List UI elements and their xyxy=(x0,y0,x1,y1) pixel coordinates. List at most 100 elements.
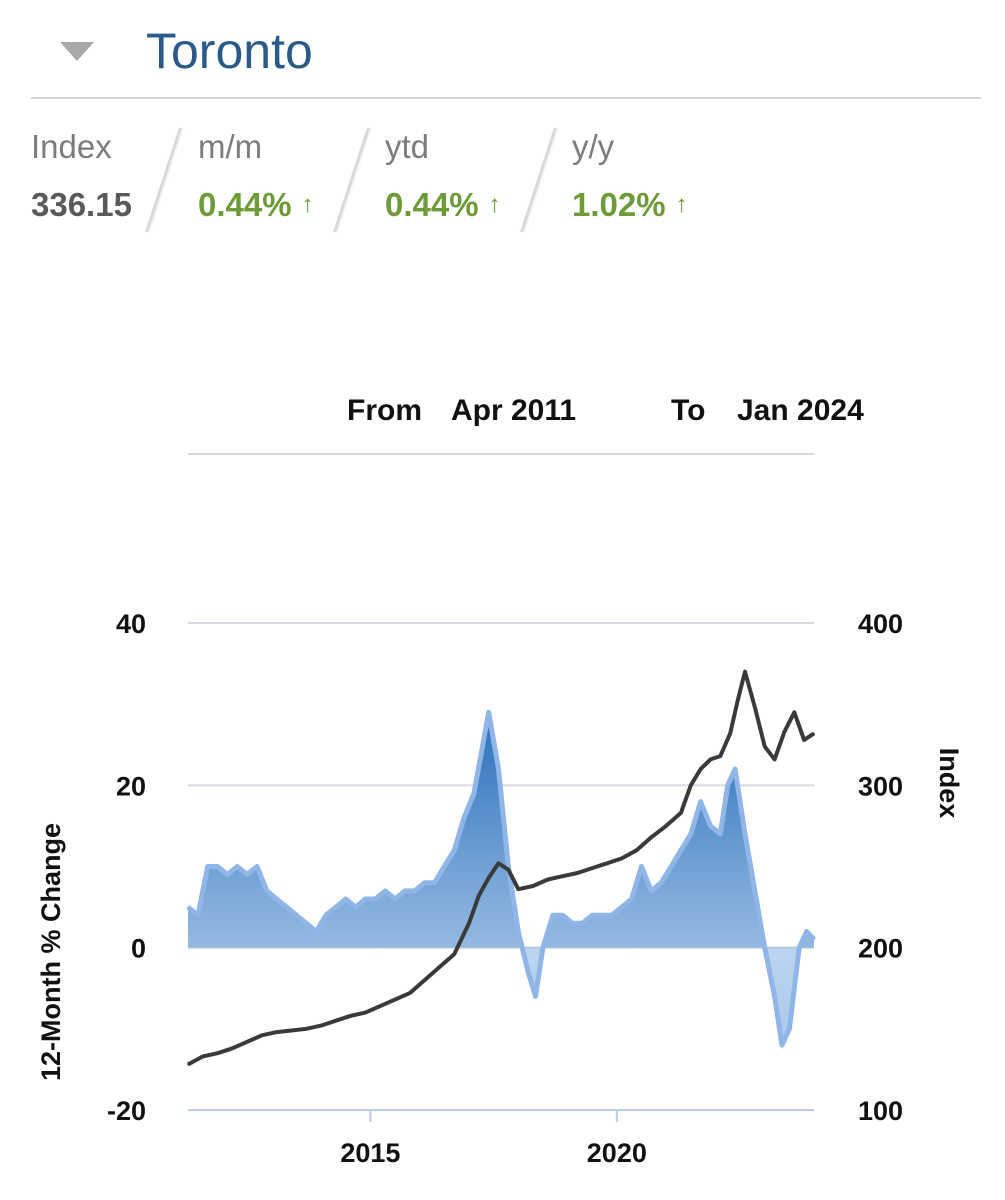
data-point-index xyxy=(635,849,638,852)
area-positive xyxy=(188,712,814,948)
stat-mm: m/m 0.44% ↑ xyxy=(198,128,314,224)
data-point-index xyxy=(453,953,456,955)
data-point-index xyxy=(423,979,426,981)
y-right-tick-label: 300 xyxy=(858,771,903,801)
series-line-index xyxy=(187,669,816,1067)
data-point-pct-change xyxy=(507,865,510,868)
data-point-index xyxy=(364,1011,367,1014)
data-point-index xyxy=(665,825,667,827)
data-point-pct-change xyxy=(487,711,490,714)
collapse-triangle-icon[interactable] xyxy=(60,42,94,61)
data-point-pct-change xyxy=(295,914,298,916)
stat-separator xyxy=(145,128,182,232)
stat-label: y/y xyxy=(572,128,615,165)
data-point-index xyxy=(290,1029,293,1032)
data-point-pct-change xyxy=(473,792,475,795)
data-point-pct-change xyxy=(517,930,520,933)
data-point-pct-change xyxy=(335,906,337,908)
stat-index: Index 336.15 xyxy=(31,128,132,224)
data-point-pct-change xyxy=(611,914,613,916)
data-point-pct-change xyxy=(443,865,446,868)
y-axis-right-label: Index xyxy=(934,748,964,819)
y-axis-left-label: 12-Month % Change xyxy=(36,823,66,1081)
data-point-pct-change xyxy=(798,946,800,949)
data-point-index xyxy=(719,755,722,757)
data-point-index xyxy=(576,872,579,874)
up-arrow-icon: ↑ xyxy=(301,191,314,218)
data-point-index xyxy=(468,922,470,925)
data-point-pct-change xyxy=(394,898,396,900)
data-point-pct-change xyxy=(680,849,682,852)
data-point-pct-change xyxy=(305,922,308,925)
data-point-index xyxy=(591,867,593,869)
data-point-index xyxy=(349,1015,352,1017)
data-point-pct-change xyxy=(561,914,564,916)
stat-separator xyxy=(333,128,370,232)
data-point-index xyxy=(379,1005,382,1007)
stat-value: 1.02% ↑ xyxy=(572,186,688,223)
data-point-pct-change xyxy=(781,1044,783,1046)
data-point-pct-change xyxy=(197,914,199,916)
chart-lines xyxy=(186,669,816,1067)
data-point-pct-change xyxy=(384,890,387,892)
data-point-index xyxy=(438,966,441,968)
data-point-pct-change xyxy=(236,865,239,868)
y-right-tick-label: 100 xyxy=(858,1096,903,1126)
data-point-pct-change xyxy=(788,1028,791,1030)
data-point-index xyxy=(394,998,396,1001)
data-point-index xyxy=(690,784,692,787)
data-point-pct-change xyxy=(325,914,327,916)
data-point-pct-change xyxy=(773,995,776,998)
data-point-index xyxy=(621,857,623,860)
x-tick-label: 2015 xyxy=(340,1138,400,1168)
data-point-pct-change xyxy=(670,865,672,868)
data-point-pct-change xyxy=(275,898,278,900)
data-point-pct-change xyxy=(187,906,189,908)
data-point-pct-change xyxy=(640,865,643,868)
stat-value: 0.44% ↑ xyxy=(385,186,501,223)
stat-ytd: ytd 0.44% ↑ xyxy=(385,128,501,224)
data-point-pct-change xyxy=(463,817,465,819)
data-point-pct-change xyxy=(699,800,702,803)
data-point-index xyxy=(231,1047,234,1050)
stat-label: m/m xyxy=(198,128,263,165)
y-left-tick-label: 20 xyxy=(116,771,146,801)
data-point-pct-change xyxy=(534,995,537,998)
data-point-pct-change xyxy=(374,898,377,900)
data-point-index xyxy=(650,836,653,839)
data-point-index xyxy=(773,758,776,761)
range-from-label: From xyxy=(347,394,422,427)
data-point-pct-change xyxy=(527,971,529,973)
data-point-pct-change xyxy=(344,898,347,900)
data-point-index xyxy=(754,706,756,709)
data-point-pct-change xyxy=(364,898,367,900)
data-point-pct-change xyxy=(413,890,416,892)
y-right-tick-label: 200 xyxy=(858,934,903,964)
data-point-index xyxy=(517,888,520,890)
data-point-pct-change xyxy=(581,922,584,925)
pct-change-area xyxy=(188,712,814,1046)
data-point-index xyxy=(736,700,739,702)
data-point-index xyxy=(216,1052,219,1054)
data-point-index xyxy=(507,868,510,871)
data-point-index xyxy=(497,862,500,865)
data-point-pct-change xyxy=(601,914,603,916)
up-arrow-icon: ↑ xyxy=(675,191,688,218)
data-point-pct-change xyxy=(423,881,426,884)
city-title: Toronto xyxy=(146,23,313,79)
stat-label: Index xyxy=(31,128,112,165)
data-point-pct-change xyxy=(480,752,483,754)
data-point-pct-change xyxy=(650,890,653,892)
data-point-pct-change xyxy=(552,914,554,916)
data-point-index xyxy=(202,1055,204,1058)
data-point-pct-change xyxy=(404,890,406,892)
stat-label: ytd xyxy=(385,128,430,165)
range-to-value[interactable]: Jan 2024 xyxy=(737,394,864,427)
data-point-pct-change xyxy=(266,890,268,892)
data-point-index xyxy=(813,732,815,735)
data-point-pct-change xyxy=(226,873,229,876)
data-point-pct-change xyxy=(354,906,357,908)
range-from-value[interactable]: Apr 2011 xyxy=(451,394,577,427)
range-to-label: To xyxy=(671,394,706,427)
data-point-index xyxy=(275,1031,278,1033)
